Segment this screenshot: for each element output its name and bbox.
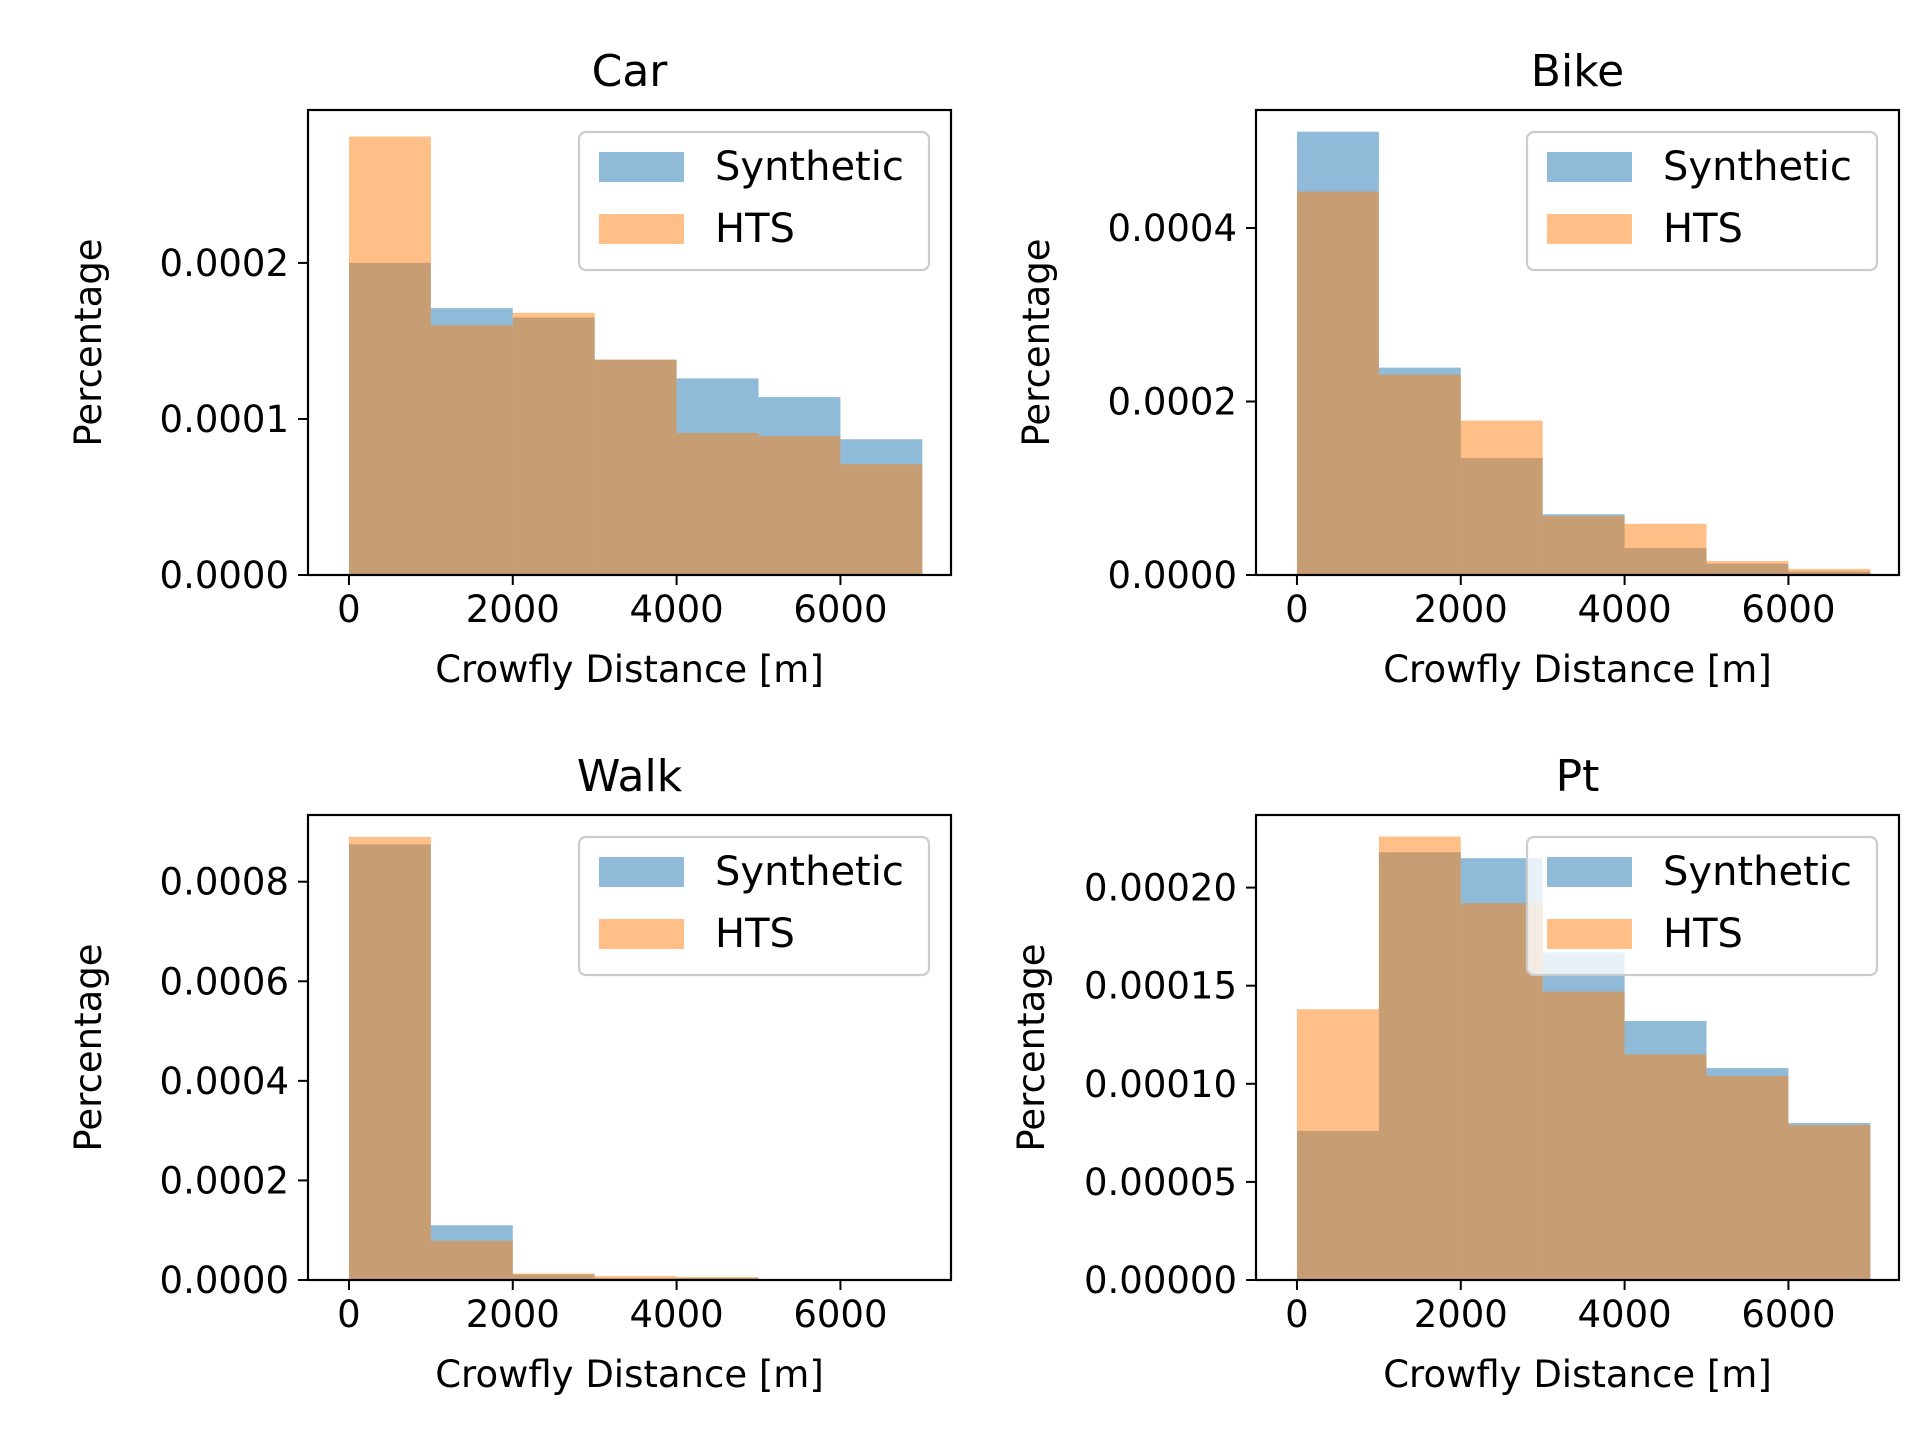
bike-x-tick-label: 4000 — [1578, 588, 1672, 631]
car-hts-bar — [840, 464, 923, 575]
bike-y-tick-label: 0.0004 — [1108, 207, 1237, 250]
bike-x-tick-label: 2000 — [1414, 588, 1508, 631]
bike-x-tick-label: 0 — [1285, 588, 1309, 631]
walk-x-tick-label: 2000 — [466, 1293, 560, 1336]
pt-y-tick-label: 0.00005 — [1084, 1161, 1237, 1204]
walk-y-axis-label: Percentage — [67, 943, 110, 1151]
pt-legend-label-hts: HTS — [1663, 911, 1743, 957]
pt-x-axis-label: Crowfly Distance [m] — [1383, 1353, 1772, 1396]
walk-hts-bar — [430, 1240, 513, 1280]
pt-y-tick-label: 0.00015 — [1084, 965, 1237, 1008]
pt-x-tick-label: 2000 — [1414, 1293, 1508, 1336]
car-legend-label-hts: HTS — [715, 206, 795, 252]
walk-x-tick-label: 0 — [337, 1293, 361, 1336]
car-hts-bar — [594, 359, 677, 575]
car-y-axis-label: Percentage — [67, 238, 110, 446]
pt-axes-frame — [1254, 813, 1901, 1282]
car-x-axis-label: Crowfly Distance [m] — [435, 648, 824, 691]
bike-axes-frame — [1254, 108, 1901, 577]
pt-hts-bar — [1542, 991, 1625, 1280]
walk-panel: 0 2000 4000 6000 0.0000 0.0002 0.0004 0.0006 0.0… — [67, 751, 953, 1396]
pt-legend-swatch-synthetic — [1547, 857, 1632, 887]
walk-hts-bar — [348, 836, 431, 1280]
bike-legend-swatch-hts — [1547, 214, 1632, 244]
car-hts-bar — [758, 436, 841, 575]
pt-panel: 0 2000 4000 6000 0.00000 0.00005 0.00010 0.0001… — [1010, 751, 1901, 1396]
walk-y-tick-label: 0.0000 — [160, 1259, 289, 1302]
pt-chart-title: Pt — [1556, 751, 1600, 802]
walk-legend-swatch-hts — [599, 919, 684, 949]
pt-legend: Synthetic HTS — [1525, 835, 1879, 977]
car-hts-bar — [512, 312, 595, 575]
walk-legend-label-hts: HTS — [715, 911, 795, 957]
pt-hts-bar — [1706, 1075, 1789, 1280]
pt-y-tick-label: 0.00000 — [1084, 1259, 1237, 1302]
car-y-tick-label: 0.0001 — [160, 398, 289, 441]
car-panel: 0 2000 4000 6000 0.0000 0.0001 0.0002 Car Crowfl… — [67, 46, 953, 691]
walk-x-tick-label: 4000 — [630, 1293, 724, 1336]
car-x-tick-label: 4000 — [630, 588, 724, 631]
car-chart-title: Car — [592, 46, 669, 97]
pt-y-tick-label: 0.00010 — [1084, 1063, 1237, 1106]
walk-axes-frame — [306, 813, 953, 1282]
walk-chart-title: Walk — [577, 751, 683, 802]
bike-hts-bar — [1542, 516, 1625, 575]
car-axes-frame — [306, 108, 953, 577]
pt-hts-bar — [1296, 1009, 1379, 1280]
walk-hts-bar — [676, 1277, 759, 1280]
bike-y-axis-label: Percentage — [1015, 238, 1058, 446]
pt-hts-bar — [1788, 1125, 1871, 1280]
bike-panel: 0 2000 4000 6000 0.0000 0.0002 0.0004 Bike Crowf… — [1015, 46, 1901, 691]
walk-y-tick-label: 0.0006 — [160, 960, 289, 1003]
car-legend-swatch-synthetic — [599, 152, 684, 182]
walk-x-axis-label: Crowfly Distance [m] — [435, 1353, 824, 1396]
pt-x-tick-label: 4000 — [1578, 1293, 1672, 1336]
car-hts-bar — [348, 136, 431, 575]
bike-hts-bar — [1460, 420, 1543, 575]
pt-hts-bar — [1624, 1054, 1707, 1280]
bike-hts-bar — [1378, 374, 1461, 575]
bike-legend-label-synthetic: Synthetic — [1663, 144, 1852, 190]
car-legend-swatch-hts — [599, 214, 684, 244]
walk-x-tick-label: 6000 — [793, 1293, 887, 1336]
bike-x-axis-label: Crowfly Distance [m] — [1383, 648, 1772, 691]
pt-x-tick-label: 6000 — [1741, 1293, 1835, 1336]
car-x-tick-label: 0 — [337, 588, 361, 631]
bike-hts-bar — [1788, 568, 1871, 575]
car-hts-bar — [676, 433, 759, 575]
walk-y-tick-label: 0.0004 — [160, 1060, 289, 1103]
car-hts-bar — [430, 325, 513, 575]
bike-legend-swatch-synthetic — [1547, 152, 1632, 182]
pt-hts-bar — [1378, 836, 1461, 1280]
walk-legend-swatch-synthetic — [599, 857, 684, 887]
walk-y-tick-label: 0.0008 — [160, 861, 289, 904]
bike-chart-title: Bike — [1531, 46, 1624, 97]
walk-hts-bar — [512, 1273, 595, 1280]
bike-y-tick-label: 0.0002 — [1108, 380, 1237, 423]
bike-y-tick-label: 0.0000 — [1108, 554, 1237, 597]
pt-legend-swatch-hts — [1547, 919, 1632, 949]
pt-y-axis-label: Percentage — [1010, 943, 1053, 1151]
pt-legend-label-synthetic: Synthetic — [1663, 849, 1852, 895]
walk-hts-bar — [594, 1276, 677, 1280]
pt-y-tick-label: 0.00020 — [1084, 867, 1237, 910]
car-legend: Synthetic HTS — [577, 130, 931, 272]
walk-y-tick-label: 0.0002 — [160, 1159, 289, 1202]
walk-legend: Synthetic HTS — [577, 835, 931, 977]
car-x-tick-label: 6000 — [793, 588, 887, 631]
walk-legend-label-synthetic: Synthetic — [715, 849, 904, 895]
car-x-tick-label: 2000 — [466, 588, 560, 631]
car-y-tick-label: 0.0002 — [160, 242, 289, 285]
pt-x-tick-label: 0 — [1285, 1293, 1309, 1336]
bike-x-tick-label: 6000 — [1741, 588, 1835, 631]
bike-legend: Synthetic HTS — [1525, 130, 1879, 272]
car-y-tick-label: 0.0000 — [160, 554, 289, 597]
bike-hts-bar — [1296, 191, 1379, 576]
bike-hts-bar — [1624, 523, 1707, 575]
car-legend-label-synthetic: Synthetic — [715, 144, 904, 190]
bike-legend-label-hts: HTS — [1663, 206, 1743, 252]
bike-hts-bar — [1706, 561, 1789, 575]
